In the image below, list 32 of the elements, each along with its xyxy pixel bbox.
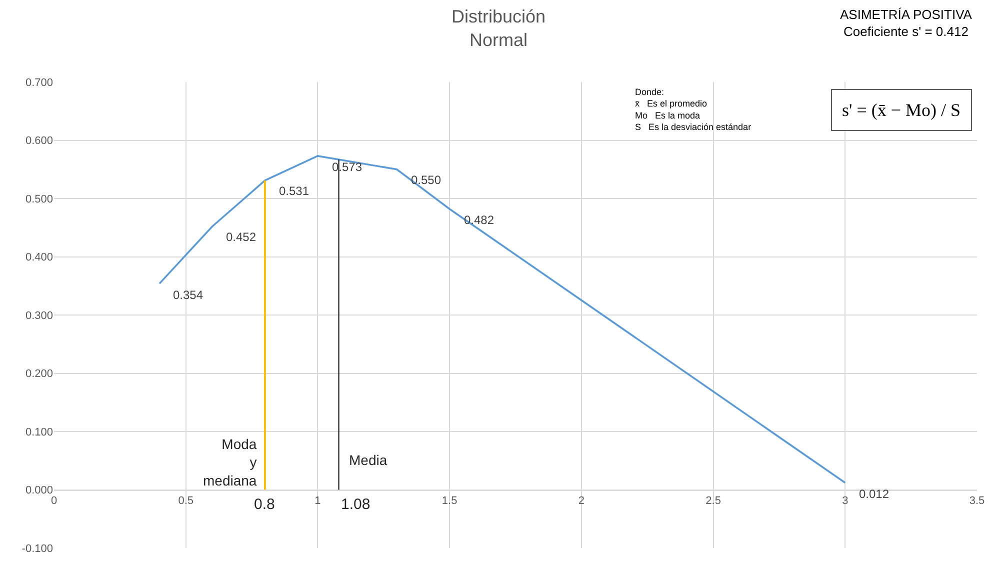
y-tick-label: -0.100 (22, 542, 53, 555)
data-label: 0.531 (279, 184, 310, 198)
y-tick-label: 0.300 (25, 310, 53, 322)
data-label: 0.452 (226, 230, 256, 244)
annotation: s' = (x̄ − Mo) / S (842, 100, 961, 120)
chart-title: Distribución Normal (451, 6, 546, 50)
data-label: 0.482 (464, 213, 494, 227)
data-label: 0.550 (411, 173, 442, 187)
ref-line-label: Media (349, 452, 388, 468)
y-tick-label: 0.000 (25, 484, 53, 497)
y-tick-label: 0.400 (25, 252, 53, 264)
y-tick-label: 0.500 (25, 193, 53, 206)
ref-line-label: Moda y mediana (203, 436, 257, 488)
annotation: 1.08 (341, 496, 370, 513)
x-tick-label: 3.5 (969, 494, 985, 507)
y-tick-label: 0.700 (25, 76, 53, 89)
y-tick-label: 0.100 (25, 426, 53, 438)
y-tick-label: 0.200 (25, 368, 53, 380)
annotation: Donde: x̄ Es el promedio Mo Es la moda S Es la desviación estándar (635, 87, 752, 132)
x-tick-label: 0.5 (178, 494, 194, 507)
y-tick-label: 0.600 (25, 135, 53, 148)
annotation: 0.8 (254, 496, 275, 513)
data-label: 0.354 (173, 288, 204, 302)
line-series (158, 155, 846, 484)
x-tick-label: 1 (314, 494, 321, 507)
x-tick-label: 2 (578, 494, 584, 507)
data-label: 0.012 (859, 487, 890, 501)
x-tick-label: 1.5 (442, 494, 458, 507)
x-tick-label: 3 (842, 494, 848, 507)
x-tick-label: 0 (50, 494, 58, 507)
x-tick-label: 2.5 (706, 494, 721, 507)
text: ASIMETRÍA POSITIVA Coeficiente s' = 0.412 (840, 7, 972, 39)
